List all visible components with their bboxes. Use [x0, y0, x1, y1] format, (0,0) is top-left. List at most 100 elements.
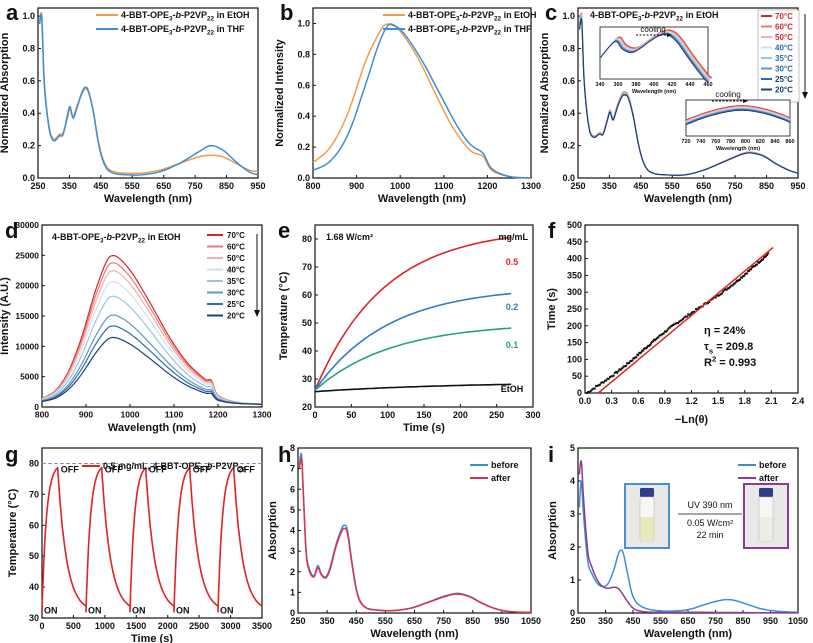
y-tick-label: 60	[29, 520, 39, 530]
data-point	[613, 371, 616, 374]
data-point	[622, 365, 625, 368]
data-point	[651, 340, 654, 343]
y-tick-label: 40	[302, 346, 312, 356]
series-line-0.1	[314, 327, 512, 391]
data-point	[632, 357, 635, 360]
text-span: -P2VP	[181, 10, 207, 20]
text-span: 4-BBT-OPE	[590, 10, 638, 20]
off-label: OFF	[105, 465, 123, 475]
data-point	[673, 323, 676, 326]
panel-b: 800 900 1000 1100 1200 1300 0.0 0.2 0.4 0.6 0.8 1.0…	[274, 0, 541, 205]
text-span: b	[207, 461, 213, 471]
y-tick-label: 6	[290, 484, 295, 494]
x-tick-label: 1.5	[712, 396, 725, 406]
data-point	[741, 276, 744, 279]
inset-2-tick-label: 720	[681, 139, 690, 145]
data-point	[653, 338, 656, 341]
y-tick-label: 1	[570, 575, 575, 585]
x-tick-label: 150	[416, 410, 431, 420]
text-span: = 209.8	[713, 341, 753, 353]
y-tick-label: 0.2	[562, 141, 575, 151]
inset-1-tick-label: 440	[685, 82, 694, 88]
data-point	[640, 351, 643, 354]
text-span: b	[463, 24, 469, 34]
x-axis-label: Wavelength (nm)	[378, 193, 467, 205]
data-point	[662, 332, 665, 335]
data-point	[616, 371, 619, 374]
data-point	[720, 292, 723, 295]
inset-1-tick-label: 400	[649, 82, 658, 88]
panel-e: 0 50 100 150 200 250 300 20 30 40 50 60 70 80 Time (s)…	[278, 218, 541, 434]
y-tick-label: 0.8	[562, 43, 575, 53]
x-tick-label: 650	[407, 616, 422, 626]
text-span: 22	[676, 16, 684, 23]
unit-annotation: mg/mL	[498, 232, 528, 242]
data-point	[728, 287, 731, 290]
data-point	[645, 347, 648, 350]
off-label: OFF	[61, 465, 79, 475]
x-tick-label: 3000	[221, 621, 241, 631]
data-point	[663, 330, 666, 333]
y-tick-label: 30000	[15, 220, 39, 230]
data-point	[696, 308, 699, 311]
data-point	[618, 368, 621, 371]
panel-i: 250 350 450 550 650 750 850 950 1050 0 1 2 3 4 5 Wavele…	[547, 442, 808, 640]
text-span: -	[642, 10, 645, 20]
text-span: 3	[201, 467, 205, 474]
inset-2-tick-label: 780	[726, 139, 735, 145]
x-tick-label: 1300	[253, 410, 272, 420]
x-tick-label: 350	[598, 616, 613, 626]
x-tick-label: 1050	[521, 616, 541, 626]
inset-2-line	[685, 108, 791, 124]
data-point	[605, 379, 608, 382]
panel-c: 250 350 450 550 650 750 850 950 0.0 0.2 0.4 0.6 0.8 1…	[539, 0, 808, 205]
x-tick-label: 3500	[252, 621, 272, 631]
x-tick-label: 950	[250, 181, 265, 191]
y-tick-label: 350	[567, 270, 582, 280]
data-point	[731, 284, 734, 287]
data-point	[715, 294, 718, 297]
legend-label: before	[491, 460, 519, 470]
data-point	[668, 326, 671, 329]
x-tick-label: 2500	[189, 621, 209, 631]
data-point	[657, 336, 660, 339]
data-point	[695, 308, 698, 311]
text-span: -	[173, 24, 176, 34]
text-span: b	[107, 232, 113, 242]
panel-h: 250 350 450 550 650 750 850 950 1050 0 1 2 3 4 5 6 7 8 Wav…	[267, 442, 541, 640]
y-tick-label: 40	[29, 582, 39, 592]
data-point	[676, 322, 679, 325]
data-point	[689, 312, 692, 315]
x-tick-label: 950	[790, 181, 805, 191]
y-tick-label: 0	[577, 388, 582, 398]
inset-2-xlabel: Wavelength (nm)	[716, 146, 760, 152]
data-point	[732, 283, 735, 286]
text-span: b	[463, 10, 469, 20]
series-label: EtOH	[501, 384, 524, 394]
y-tick-label: 0	[34, 402, 39, 412]
text-span: 22	[494, 16, 502, 23]
x-tick-label: 0.9	[659, 396, 672, 406]
text-span: in EtOH	[214, 10, 250, 20]
data-point	[607, 377, 610, 380]
plot-frame	[312, 7, 532, 179]
y-tick-label: 1.0	[562, 11, 575, 21]
x-tick-label: 850	[219, 181, 234, 191]
x-axis-label: −Ln(θ)	[675, 414, 708, 426]
text-span: in THF	[501, 24, 532, 34]
series-line-EtOH	[38, 11, 259, 175]
data-point	[596, 384, 599, 387]
x-tick-label: 550	[665, 181, 680, 191]
series-line-THF	[38, 13, 259, 176]
data-point	[672, 324, 675, 327]
data-point	[650, 342, 653, 345]
y-tick-label: 15000	[15, 311, 39, 321]
x-tick-label: 450	[349, 616, 364, 626]
data-point	[724, 288, 727, 291]
y-tick-label: 0.4	[297, 111, 310, 121]
y-axis-label: Normalized Intensity	[274, 38, 286, 146]
data-point	[675, 322, 678, 325]
inset-2-line	[685, 109, 791, 125]
y-tick-label: 4	[570, 476, 575, 486]
y-tick-label: 0.8	[22, 43, 35, 53]
